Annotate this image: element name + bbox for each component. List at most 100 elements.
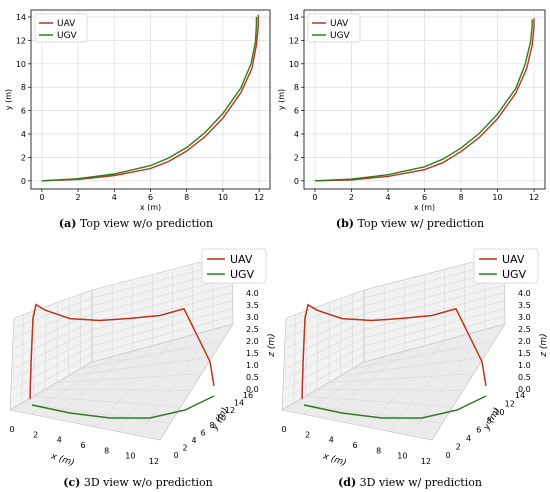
y-tick-label: 4 xyxy=(191,436,196,445)
y-tick-label: 6 xyxy=(476,425,481,434)
grid-line-floor-x xyxy=(95,340,173,428)
grid-line-wall-left-v xyxy=(305,309,308,397)
legend-label-uav: UAV xyxy=(230,253,253,266)
x-tick-label: 0 xyxy=(312,193,317,202)
y-tick-label: 0 xyxy=(21,177,26,186)
legend-label-ugv: UGV xyxy=(502,268,527,281)
grid-line-wall-left xyxy=(282,353,365,400)
grid-line-floor-x xyxy=(388,334,465,432)
grid-line-wall-left-v xyxy=(33,309,36,397)
grid-line-wall-right xyxy=(363,277,505,315)
grid-line-floor-y xyxy=(80,340,223,370)
y-tick-label: 12 xyxy=(505,400,515,409)
grid-line-wall-left-v xyxy=(328,301,330,383)
y-tick-label: 10 xyxy=(16,60,26,69)
z-tick-label: 2.5 xyxy=(518,325,531,334)
grid-line-wall-right xyxy=(91,284,233,323)
x-tick-label: 10 xyxy=(218,193,228,202)
grid-line-wall-left-v xyxy=(21,313,24,404)
legend-label-ugv: UGV xyxy=(57,31,78,41)
x-tick-label: 8 xyxy=(376,446,381,455)
series-line-ugv xyxy=(303,395,487,419)
y-tick-label: 8 xyxy=(294,83,299,92)
legend: UAV UGV xyxy=(307,13,361,43)
x-tick-label: 10 xyxy=(397,452,407,461)
x-tick-label: 2 xyxy=(76,193,81,202)
z-tick-label: 0.0 xyxy=(518,385,531,394)
grid-line-wall-left xyxy=(10,353,93,400)
y-tick-label: 0 xyxy=(173,451,178,460)
x-axis-label: x (m) xyxy=(321,451,348,468)
x-tick-label: 2 xyxy=(33,430,38,439)
caption-2: (c) 3D view w/o prediction xyxy=(63,476,213,489)
caption-text: Top view w/ prediction xyxy=(354,217,484,230)
grid-line-floor-x xyxy=(116,334,193,432)
grid-line-floor-x xyxy=(74,345,153,424)
y-tick-label: 4 xyxy=(21,130,26,139)
x-tick-label: 2 xyxy=(305,430,310,439)
z-tick-label: 1.5 xyxy=(518,349,531,358)
grid-line-floor-y xyxy=(68,356,213,376)
grid-line-wall-left xyxy=(11,337,93,380)
grid-line-wall-left xyxy=(282,345,365,390)
x-tick-label: 4 xyxy=(57,436,62,445)
y-tick-label: 12 xyxy=(225,406,235,415)
grid-line-floor-y xyxy=(293,402,443,424)
y-tick-label: 2 xyxy=(456,442,461,451)
y-tick-label: 14 xyxy=(16,13,26,22)
z-tick-label: 4.0 xyxy=(246,289,259,298)
grid-line-wall-left-v xyxy=(44,305,47,390)
z-tick-label: 0.0 xyxy=(246,385,259,394)
y-axis-label: y (m) xyxy=(4,89,13,110)
x-tick-label: 6 xyxy=(352,441,357,450)
y-tick-label: 10 xyxy=(494,408,504,417)
grid-line-wall-left-v xyxy=(68,297,70,376)
x-tick-label: 6 xyxy=(80,441,85,450)
x-tick-label: 6 xyxy=(148,193,153,202)
y-tick-label: 10 xyxy=(289,60,299,69)
plot-frame xyxy=(303,9,546,190)
grid-line-wall-left xyxy=(10,345,93,390)
grid-line-wall-right xyxy=(363,315,505,355)
grid-line-wall-left xyxy=(11,329,93,370)
z-tick-label: 0.5 xyxy=(246,373,259,382)
y-tick-label: 0 xyxy=(294,177,299,186)
legend-label-uav: UAV xyxy=(330,19,349,29)
y-axis-label: y (m) xyxy=(277,89,286,110)
legend: UAV UGV xyxy=(473,248,539,284)
x-tick-label: 4 xyxy=(112,193,117,202)
grid-line-wall-left xyxy=(283,329,365,370)
y-tick-label: 14 xyxy=(289,13,299,22)
legend-label-ugv: UGV xyxy=(330,31,351,41)
z-tick-label: 2.0 xyxy=(246,337,259,346)
z-axis-label: z (m) xyxy=(539,333,549,357)
grid-line-wall-right xyxy=(91,292,233,331)
series-line-ugv xyxy=(41,17,258,182)
grid-line-wall-left-v xyxy=(316,305,319,390)
y-tick-label: 10 xyxy=(216,414,226,423)
grid-line-floor-y xyxy=(328,373,474,383)
x-tick-label: 8 xyxy=(458,193,463,202)
legend-label-uav: UAV xyxy=(502,253,525,266)
x-tick-label: 6 xyxy=(422,193,427,202)
z-tick-label: 1.0 xyxy=(246,361,259,370)
grid-line-wall-left xyxy=(284,321,365,360)
y-tick-label: 12 xyxy=(289,36,299,45)
caption-letter: (a) xyxy=(59,217,77,230)
caption-1: (b) Top view w/ prediction xyxy=(336,217,484,230)
x-axis-label: x (m) xyxy=(140,203,161,212)
y-axis-label: y (m) xyxy=(209,406,230,433)
floor-plane xyxy=(281,323,506,441)
grid-line-floor-y xyxy=(21,402,171,424)
caption-0: (a) Top view w/o prediction xyxy=(59,217,213,230)
y-tick-label: 6 xyxy=(294,107,299,116)
caption-text: Top view w/o prediction xyxy=(76,217,213,230)
y-tick-label: 8 xyxy=(21,83,26,92)
z-tick-label: 1.0 xyxy=(518,361,531,370)
y-tick-label: 12 xyxy=(16,36,26,45)
z-tick-label: 4.0 xyxy=(518,289,531,298)
z-tick-label: 2.5 xyxy=(246,325,259,334)
grid-line-floor-x xyxy=(367,340,445,428)
x-tick-label: 12 xyxy=(421,457,431,466)
